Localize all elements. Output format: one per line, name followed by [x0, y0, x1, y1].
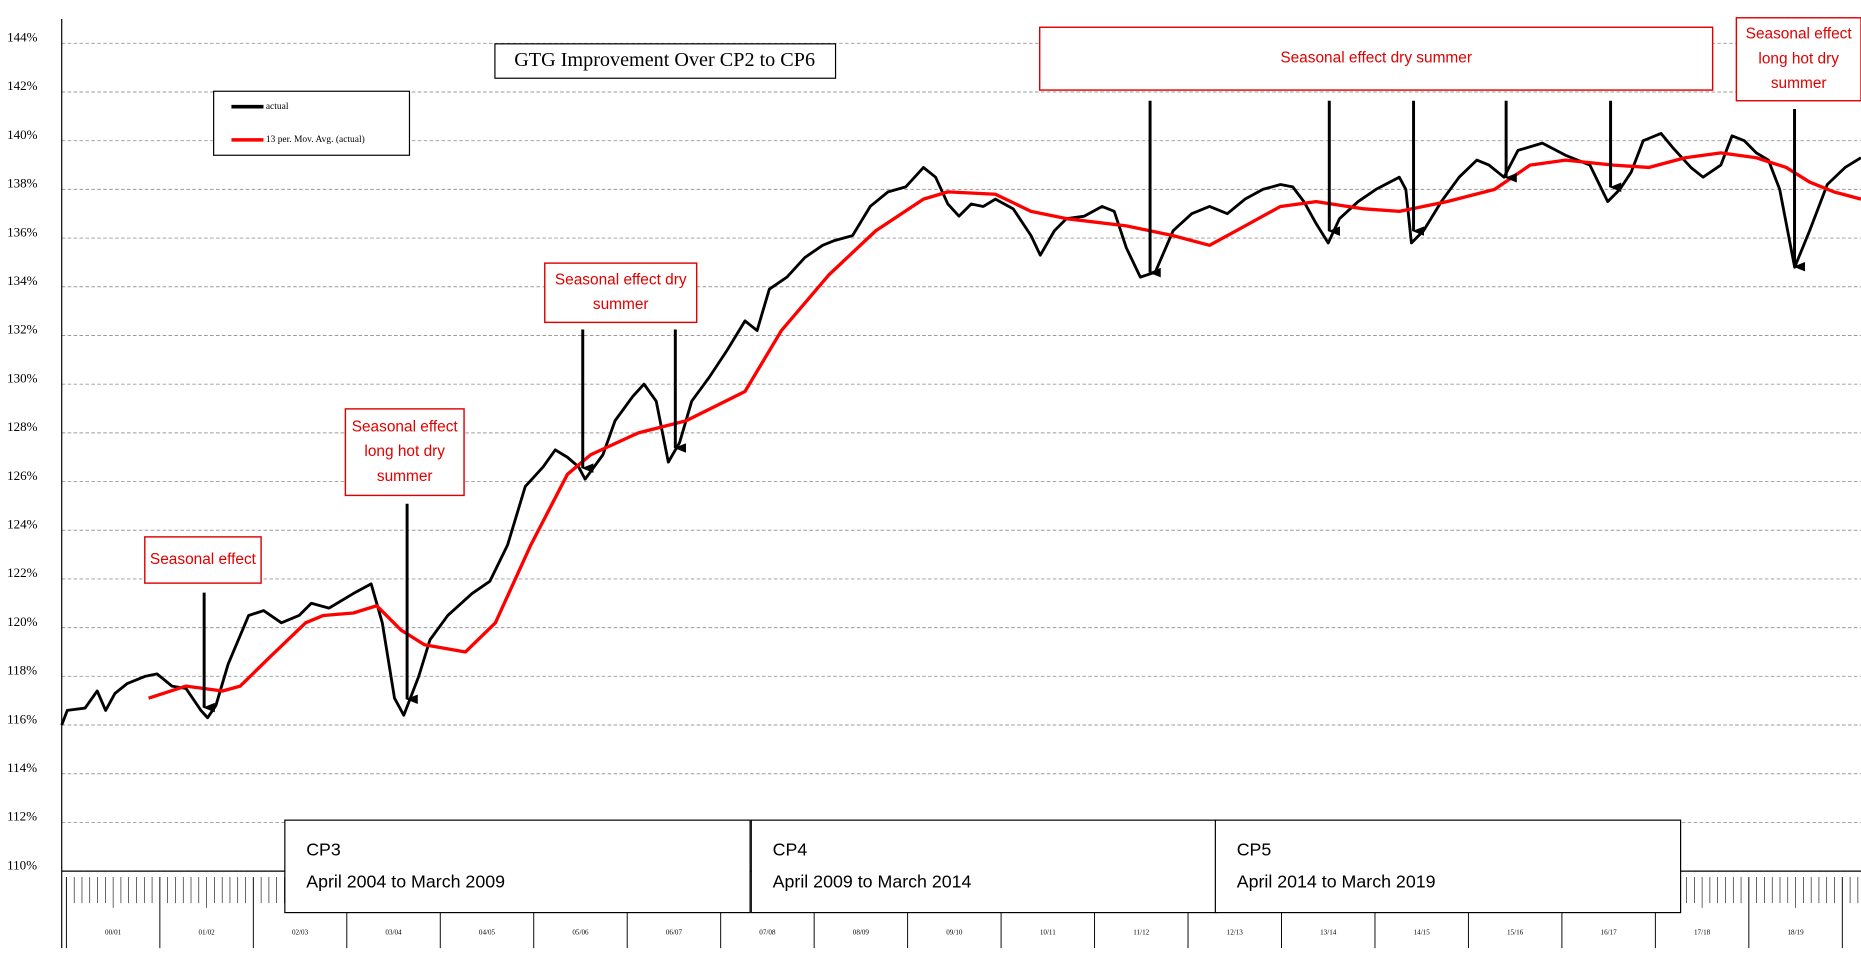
annotation-box: [1735, 17, 1861, 102]
x-tick-label: 13/14: [1320, 928, 1337, 936]
x-tick-label: 01/02: [198, 928, 215, 936]
period-box: [750, 819, 1218, 914]
y-tick-label: 138%: [7, 176, 38, 191]
x-tick-label: 11/12: [1133, 928, 1149, 936]
x-tick-label: 17/18: [1694, 928, 1711, 936]
y-tick-label: 124%: [7, 517, 38, 532]
x-tick-label: 18/19: [1787, 928, 1804, 936]
y-tick-label: 132%: [7, 322, 38, 337]
annotation-text: Seasonal effect: [150, 551, 257, 568]
title-box: [494, 43, 837, 79]
x-tick-label: 03/04: [385, 928, 402, 936]
legend-label: 13 per. Mov. Avg. (actual): [266, 134, 365, 145]
y-tick-label: 136%: [7, 224, 38, 239]
annotation-text: Seasonal effect dry summer: [1280, 50, 1472, 67]
x-tick-label: 04/05: [479, 928, 496, 936]
legend: [213, 90, 411, 156]
annotation-text: long hot dry: [1758, 50, 1839, 67]
y-tick-label: 142%: [7, 78, 38, 93]
period-name: CP3: [306, 840, 341, 860]
annotation-box: [344, 408, 465, 497]
x-tick-label: 08/09: [853, 928, 870, 936]
series-line: [148, 151, 1861, 700]
period-range: April 2009 to March 2014: [773, 872, 972, 892]
legend-label: actual: [266, 102, 289, 112]
y-tick-label: 118%: [7, 663, 37, 678]
period-name: CP5: [1237, 840, 1272, 860]
annotation-text: summer: [377, 468, 433, 485]
y-tick-label: 126%: [7, 468, 38, 483]
y-tick-label: 110%: [7, 857, 37, 872]
annotation-box: [144, 536, 262, 584]
x-tick-label: 02/03: [292, 928, 309, 936]
annotation-text: summer: [593, 296, 649, 313]
chart-title: GTG Improvement Over CP2 to CP6: [514, 49, 815, 71]
annotation-text: Seasonal effect: [1746, 25, 1853, 42]
x-tick-label: 07/08: [759, 928, 776, 936]
annotation-text: Seasonal effect dry: [555, 271, 687, 288]
annotation-text: long hot dry: [364, 443, 445, 460]
period-name: CP4: [773, 840, 808, 860]
y-tick-label: 128%: [7, 419, 38, 434]
x-tick-label: 00/01: [105, 928, 122, 936]
y-tick-label: 120%: [7, 614, 38, 629]
annotation-text: Seasonal effect: [352, 418, 459, 435]
x-tick-label: 09/10: [946, 928, 963, 936]
annotation-text: summer: [1771, 75, 1827, 92]
y-tick-label: 122%: [7, 565, 38, 580]
x-tick-label: 10/11: [1040, 928, 1056, 936]
y-tick-label: 140%: [7, 127, 38, 142]
y-tick-label: 144%: [7, 30, 38, 45]
x-tick-label: 12/13: [1227, 928, 1244, 936]
x-tick-label: 14/15: [1414, 928, 1431, 936]
y-tick-label: 134%: [7, 273, 38, 288]
annotation-box: [1038, 26, 1714, 91]
y-tick-label: 130%: [7, 370, 38, 385]
x-tick-label: 15/16: [1507, 928, 1524, 936]
period-range: April 2004 to March 2009: [306, 872, 505, 892]
period-box: [284, 819, 751, 914]
period-box: [1214, 819, 1682, 914]
annotation-box: [544, 262, 698, 324]
y-tick-label: 114%: [7, 760, 37, 775]
x-tick-label: 16/17: [1601, 928, 1618, 936]
x-tick-label: 05/06: [572, 928, 589, 936]
y-tick-label: 112%: [7, 809, 37, 824]
series-line: [60, 132, 1861, 726]
period-range: April 2014 to March 2019: [1237, 872, 1436, 892]
y-tick-label: 116%: [7, 711, 37, 726]
x-tick-label: 06/07: [666, 928, 683, 936]
